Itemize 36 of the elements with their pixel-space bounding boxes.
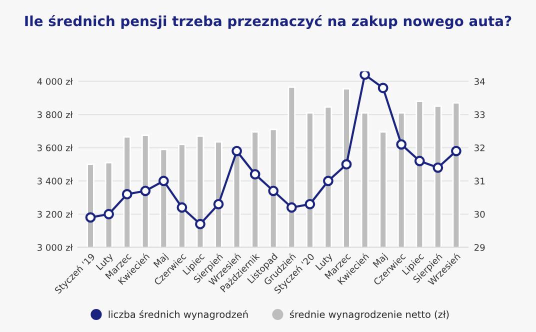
point	[268, 186, 279, 196]
legend-label: średnie wynagrodzenie netto (zł)	[290, 310, 449, 320]
point	[378, 82, 388, 94]
point	[414, 156, 425, 166]
point	[176, 202, 188, 213]
point	[104, 208, 114, 220]
point	[122, 189, 132, 200]
y2-tick-label: 31	[474, 178, 485, 184]
point	[195, 218, 206, 230]
y-tick-label: 4 000 zł	[37, 78, 73, 85]
y2-tick-label: 33	[474, 111, 485, 118]
point	[140, 186, 151, 196]
point	[396, 139, 407, 150]
y-tick-label: 3 600 zł	[38, 144, 73, 152]
point	[286, 202, 297, 213]
point	[304, 198, 316, 210]
point	[341, 159, 352, 170]
point	[250, 169, 260, 180]
y2-tick-label: 29	[474, 244, 485, 251]
y2-tick-label: 30	[474, 210, 485, 218]
point	[232, 146, 242, 156]
point	[432, 162, 444, 173]
y-tick-label: 3 000 zł	[38, 244, 73, 251]
point	[213, 198, 224, 210]
point	[450, 146, 462, 156]
y2-tick-label: 32	[474, 144, 484, 152]
legend-label: liczba średnich wynagrodzeń	[108, 310, 248, 320]
y-tick-label: 3 400 zł	[38, 178, 73, 184]
y2-tick-label: 34	[474, 78, 485, 85]
point	[360, 71, 370, 80]
point	[85, 212, 96, 223]
y-tick-label: 3 200 zł	[38, 210, 73, 218]
point	[158, 176, 169, 186]
y-tick-label: 3 800 zł	[38, 111, 73, 118]
chart-title: Ile średnich pensji trzeba przeznaczyć na zakup nowego auta?	[25, 14, 512, 30]
point	[323, 176, 334, 186]
